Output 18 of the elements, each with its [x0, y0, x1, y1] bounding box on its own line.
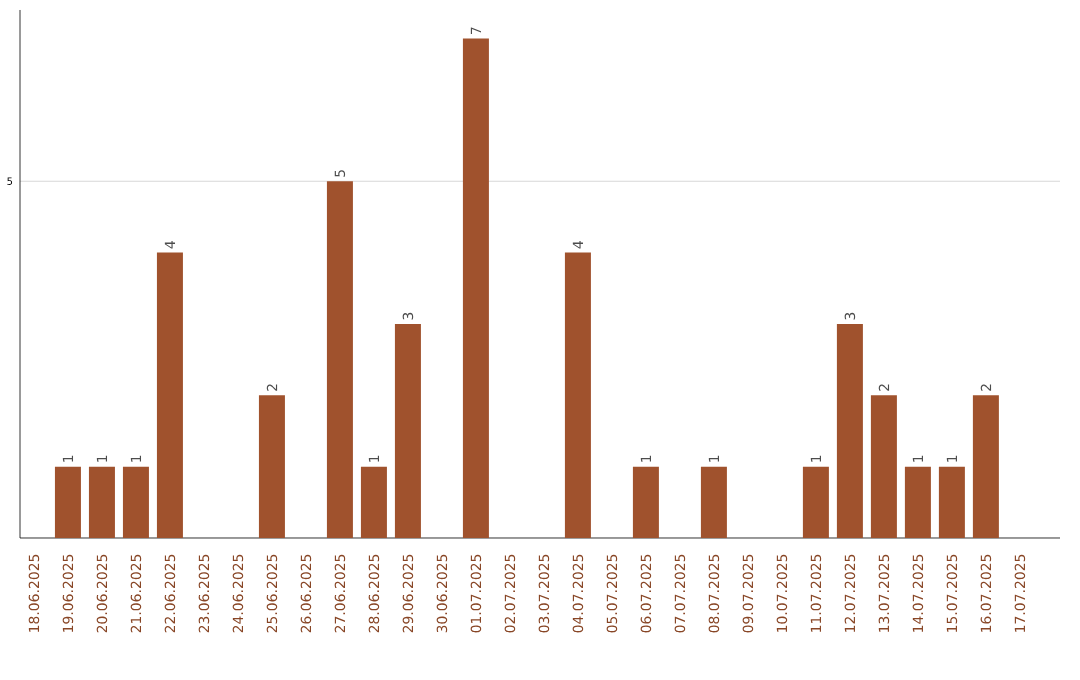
- bar: [360, 466, 387, 538]
- bar: [700, 466, 727, 538]
- bar: [836, 323, 863, 538]
- bar: [904, 466, 931, 538]
- bar: [972, 395, 999, 538]
- bar: [870, 395, 897, 538]
- bar: [258, 395, 285, 538]
- bar: [326, 181, 353, 538]
- bar: [88, 466, 115, 538]
- bar: [802, 466, 829, 538]
- bar: [156, 252, 183, 538]
- bar: [938, 466, 965, 538]
- bar: [54, 466, 81, 538]
- bar: [564, 252, 591, 538]
- bar: [462, 38, 489, 538]
- bar: [394, 323, 421, 538]
- bar: [122, 466, 149, 538]
- bar: [632, 466, 659, 538]
